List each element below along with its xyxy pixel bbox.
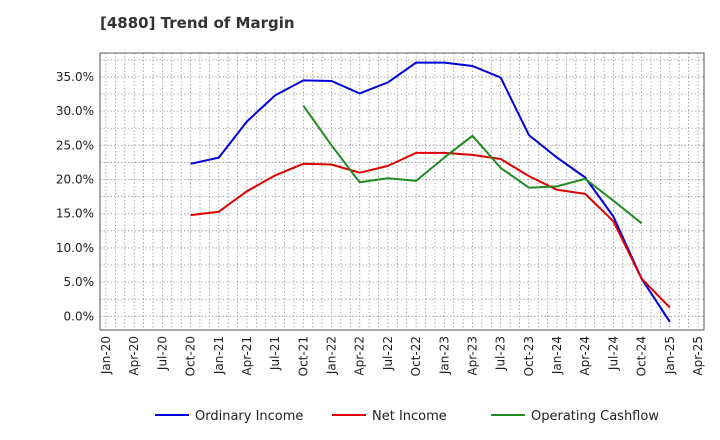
x-tick-label: Jul-21 xyxy=(268,336,282,371)
x-tick-label: Apr-25 xyxy=(691,336,705,376)
y-tick-label: 30.0% xyxy=(56,104,94,118)
x-tick-label: Apr-23 xyxy=(465,336,479,376)
x-tick-label: Jan-23 xyxy=(437,336,451,375)
x-tick-label: Oct-23 xyxy=(522,336,536,376)
chart-title: [4880] Trend of Margin xyxy=(100,14,295,32)
x-tick-label: Apr-24 xyxy=(578,336,592,376)
y-axis-ticks: 0.0% 5.0% 10.0% 15.0% 20.0% 25.0% 30.0% 35.0% xyxy=(56,70,94,323)
x-tick-label: Oct-22 xyxy=(409,336,423,376)
legend: Ordinary Income Net Income Operating Cashf… xyxy=(155,409,659,424)
x-tick-label: Jul-20 xyxy=(155,336,169,371)
x-axis-ticks: Jan-20 Apr-20 Jul-20 Oct-20 Jan-21 Apr-21 Jul-… xyxy=(99,336,705,376)
series-line-ordinary-income xyxy=(190,61,671,323)
y-tick-label: 20.0% xyxy=(56,173,94,187)
y-tick-label: 15.0% xyxy=(56,207,94,221)
plot-frame xyxy=(99,52,705,331)
x-tick-label: Jan-25 xyxy=(663,336,677,375)
x-tick-label: Jul-22 xyxy=(381,336,395,371)
y-tick-label: 10.0% xyxy=(56,241,94,255)
x-tick-label: Oct-21 xyxy=(296,336,310,376)
x-tick-label: Apr-21 xyxy=(240,336,254,376)
x-tick-label: Jan-20 xyxy=(99,336,113,375)
series-line-operating-cashflow xyxy=(302,105,643,225)
x-tick-label: Apr-22 xyxy=(353,336,367,376)
y-tick-label: 0.0% xyxy=(64,309,95,323)
x-tick-label: Jan-24 xyxy=(550,336,564,375)
y-tick-label: 25.0% xyxy=(56,138,94,152)
x-tick-label: Jul-24 xyxy=(606,336,620,371)
y-tick-label: 5.0% xyxy=(64,275,95,289)
y-tick-label: 35.0% xyxy=(56,70,94,84)
x-tick-label: Jan-21 xyxy=(212,336,226,375)
x-tick-label: Jul-23 xyxy=(494,336,508,371)
x-tick-label: Oct-24 xyxy=(635,336,649,376)
x-tick-label: Oct-20 xyxy=(184,336,198,376)
series-line-net-income xyxy=(190,151,671,309)
grid-lines xyxy=(100,53,704,330)
legend-label: Net Income xyxy=(372,409,447,424)
x-tick-label: Apr-20 xyxy=(127,336,141,376)
series-lines xyxy=(190,61,671,323)
x-tick-label: Jan-22 xyxy=(325,336,339,375)
legend-label: Operating Cashflow xyxy=(531,409,659,424)
legend-label: Ordinary Income xyxy=(195,409,303,424)
